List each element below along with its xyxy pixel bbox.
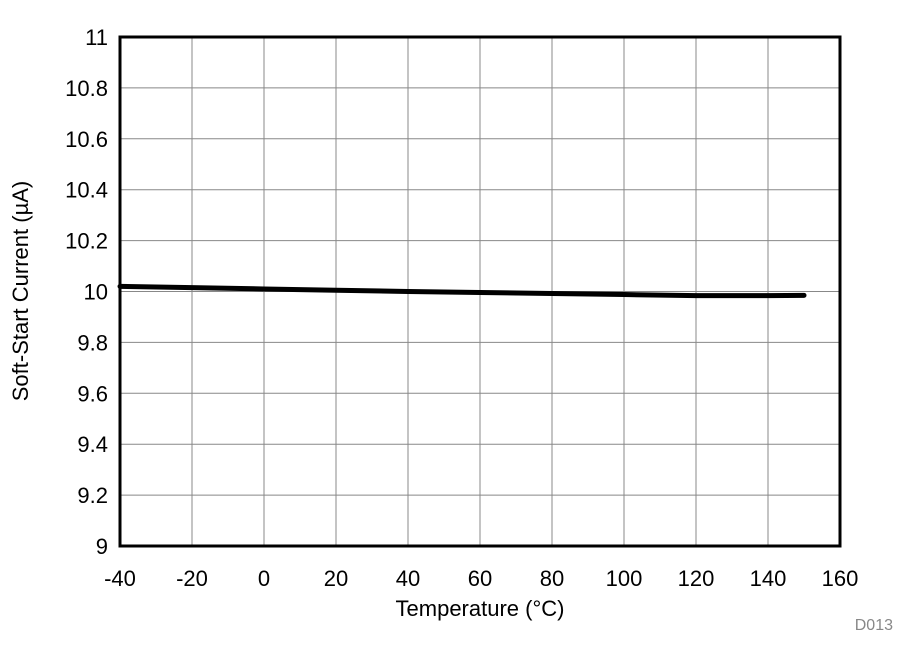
x-tick-label: 160 xyxy=(822,566,859,591)
y-tick-label: 10.4 xyxy=(65,178,108,203)
figure-id: D013 xyxy=(855,617,893,634)
x-tick-label: 140 xyxy=(750,566,787,591)
x-tick-label: -20 xyxy=(176,566,208,591)
x-tick-label: 120 xyxy=(678,566,715,591)
x-tick-label: 0 xyxy=(258,566,270,591)
y-tick-label: 9.2 xyxy=(77,483,108,508)
x-tick-label: 80 xyxy=(540,566,564,591)
x-axis-label: Temperature (°C) xyxy=(396,596,565,621)
plot-frame xyxy=(118,35,842,548)
y-tick-label: 11 xyxy=(85,25,108,50)
x-tick-label: 60 xyxy=(468,566,492,591)
y-tick-label: 9 xyxy=(96,534,108,559)
y-tick-label: 9.8 xyxy=(77,330,108,355)
y-tick-label: 10.2 xyxy=(65,229,108,254)
series-line xyxy=(117,283,807,299)
y-axis-label: Soft-Start Current (µA) xyxy=(8,181,33,402)
x-tick-label: 20 xyxy=(324,566,348,591)
y-tick-label: 9.4 xyxy=(77,432,108,457)
x-tick-label: -40 xyxy=(104,566,136,591)
x-tick-label: 100 xyxy=(606,566,643,591)
x-tick-label: 40 xyxy=(396,566,420,591)
y-tick-label: 10 xyxy=(84,280,108,305)
y-tick-label: 10.6 xyxy=(65,127,108,152)
y-tick-label: 10.8 xyxy=(65,76,108,101)
y-tick-label: 9.6 xyxy=(77,381,108,406)
